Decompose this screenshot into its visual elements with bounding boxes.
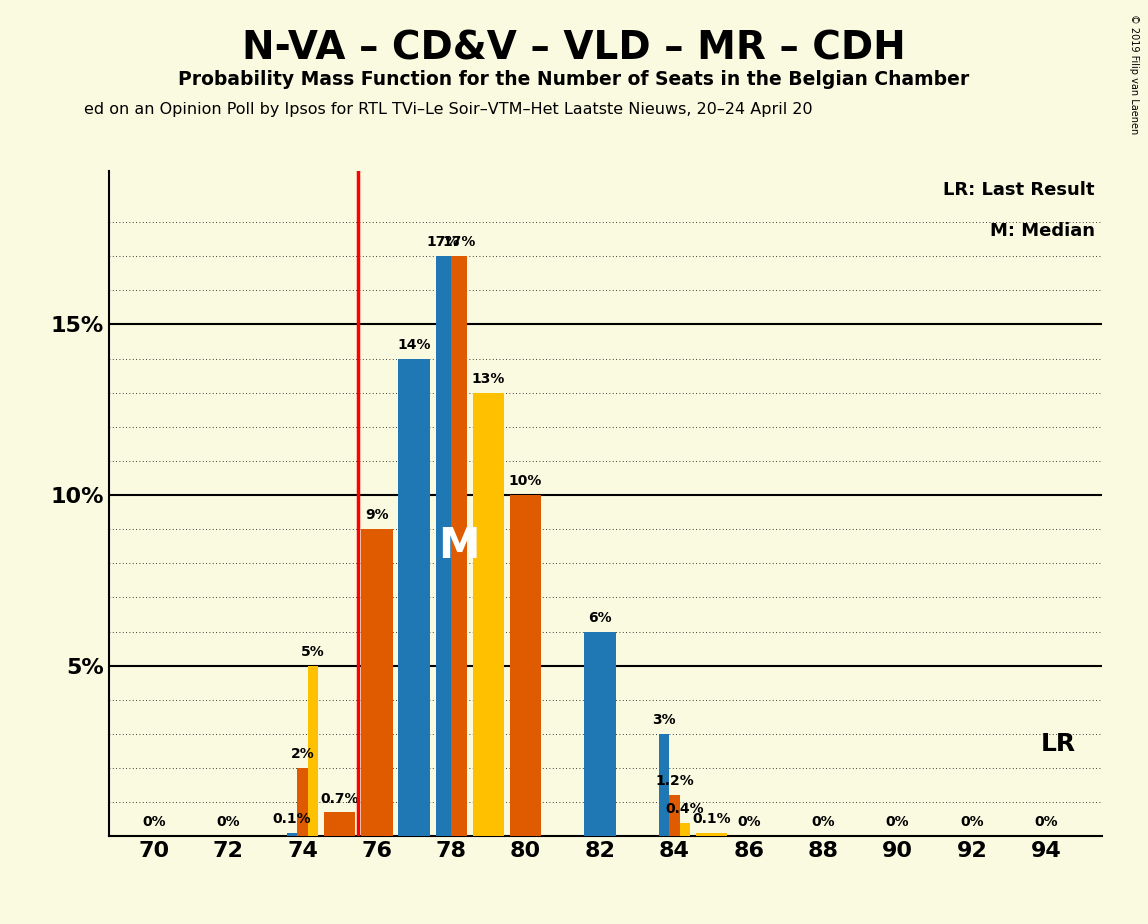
Bar — [584, 631, 615, 836]
Text: 0%: 0% — [960, 815, 984, 830]
Bar — [473, 393, 504, 836]
Text: M: M — [439, 525, 480, 567]
Text: 0.1%: 0.1% — [692, 812, 731, 826]
Text: M: Median: M: Median — [990, 222, 1095, 240]
Bar — [435, 256, 451, 836]
Bar — [297, 768, 308, 836]
Bar — [324, 812, 356, 836]
Text: 0%: 0% — [1034, 815, 1058, 830]
Bar — [451, 256, 467, 836]
Text: 0%: 0% — [216, 815, 240, 830]
Bar — [360, 529, 393, 836]
Text: 0%: 0% — [142, 815, 165, 830]
Bar — [398, 359, 429, 836]
Text: 0.4%: 0.4% — [666, 802, 704, 816]
Text: 10%: 10% — [509, 474, 542, 488]
Bar — [659, 734, 669, 836]
Bar — [510, 495, 542, 836]
Text: 0.1%: 0.1% — [273, 812, 311, 826]
Text: 5%: 5% — [301, 645, 325, 659]
Text: 13%: 13% — [472, 371, 505, 386]
Text: 17%: 17% — [442, 236, 475, 249]
Text: 14%: 14% — [397, 338, 430, 352]
Text: 2%: 2% — [290, 748, 315, 761]
Text: 17%: 17% — [427, 236, 460, 249]
Text: 6%: 6% — [588, 611, 612, 625]
Bar — [696, 833, 728, 836]
Text: 0%: 0% — [812, 815, 835, 830]
Text: LR: LR — [1041, 732, 1076, 756]
Bar — [669, 796, 680, 836]
Text: 0.7%: 0.7% — [320, 792, 359, 806]
Text: Probability Mass Function for the Number of Seats in the Belgian Chamber: Probability Mass Function for the Number… — [178, 70, 970, 90]
Text: 0%: 0% — [886, 815, 909, 830]
Text: © 2019 Filip van Laenen: © 2019 Filip van Laenen — [1128, 14, 1139, 134]
Bar — [680, 822, 690, 836]
Text: LR: Last Result: LR: Last Result — [944, 181, 1095, 200]
Text: 9%: 9% — [365, 508, 389, 522]
Text: N-VA – CD&V – VLD – MR – CDH: N-VA – CD&V – VLD – MR – CDH — [242, 30, 906, 67]
Text: 3%: 3% — [652, 713, 676, 727]
Text: 0%: 0% — [737, 815, 761, 830]
Bar — [287, 833, 297, 836]
Text: ed on an Opinion Poll by Ipsos for RTL TVi–Le Soir–VTM–Het Laatste Nieuws, 20–24: ed on an Opinion Poll by Ipsos for RTL T… — [84, 102, 813, 116]
Bar — [308, 665, 318, 836]
Text: 1.2%: 1.2% — [656, 774, 693, 788]
